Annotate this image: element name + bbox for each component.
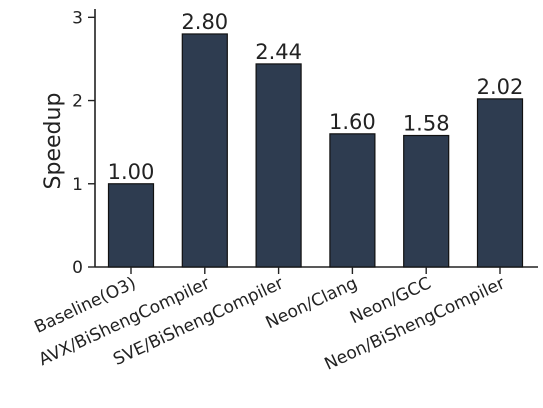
bar-2	[255, 63, 302, 268]
bar-0	[107, 183, 155, 268]
x-ticks: Baseline(O3)AVX/BiShengCompilerSVE/BiShe…	[31, 267, 508, 375]
y-ticks: 0 1 2 3	[72, 8, 95, 278]
y-tick-label: 1	[72, 175, 83, 195]
bar-value-label: 2.02	[477, 75, 524, 99]
bar-4	[403, 134, 450, 268]
y-tick-label: 0	[72, 258, 83, 278]
bar-value-label: 2.80	[181, 10, 228, 34]
bar-5	[476, 98, 524, 268]
bar-value-label: 1.60	[329, 110, 376, 134]
bars: 1.00 2.80 2.44 1.60 1.58 2.02	[107, 10, 524, 268]
bar-value-label: 2.44	[255, 40, 302, 64]
bar-value-label: 1.58	[403, 112, 450, 136]
y-tick-label: 2	[72, 92, 83, 112]
bar-1	[181, 33, 228, 268]
axes	[94, 9, 538, 268]
y-tick-label: 3	[72, 8, 83, 28]
bar-value-label: 1.00	[108, 160, 155, 184]
bar-3	[329, 133, 376, 268]
y-axis-label: Speedup	[41, 93, 66, 190]
